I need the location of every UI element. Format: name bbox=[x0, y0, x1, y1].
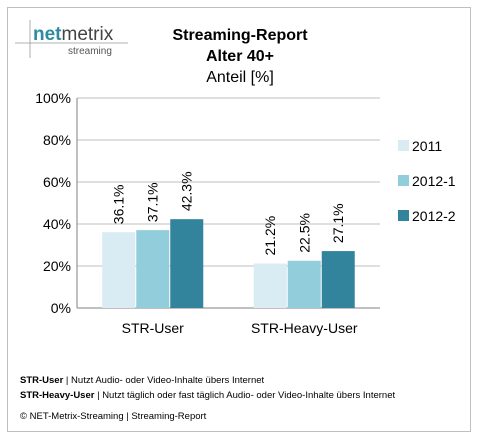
data-label: 36.1% bbox=[111, 184, 127, 224]
footnote-1: STR-User | Nutzt Audio- oder Video-Inhal… bbox=[20, 375, 264, 386]
data-labels: 36.1% 37.1% 42.3% 21.2% 22.5% 27.1% bbox=[111, 171, 347, 255]
legend-swatch bbox=[398, 140, 409, 151]
data-label: 42.3% bbox=[179, 171, 195, 211]
logo-metrix: metrix bbox=[62, 24, 114, 45]
legend-label: 2012-2 bbox=[412, 208, 456, 224]
data-label: 37.1% bbox=[145, 182, 161, 222]
chart-frame bbox=[7, 7, 471, 432]
y-tick-label: 0% bbox=[51, 300, 71, 316]
bars bbox=[102, 219, 355, 308]
footnote-2: STR-Heavy-User | Nutzt täglich oder fast… bbox=[20, 390, 395, 401]
netmetrix-logo: netmetrix streaming bbox=[15, 20, 128, 58]
bar-2012-2-STR-Heavy-User bbox=[321, 251, 355, 308]
legend-swatch bbox=[398, 210, 409, 221]
data-label: 27.1% bbox=[330, 203, 346, 243]
data-label: 21.2% bbox=[262, 216, 278, 256]
logo-net: net bbox=[33, 24, 62, 45]
bar-2011-STR-User bbox=[102, 232, 136, 308]
y-tick-labels: 0% 20% 40% 60% 80% 100% bbox=[35, 90, 71, 316]
legend-swatch bbox=[398, 175, 409, 186]
category-label: STR-Heavy-User bbox=[251, 320, 358, 336]
footnote-2-text: | Nutzt täglich oder fast täglich Audio-… bbox=[94, 390, 396, 401]
chart-title: Streaming-Report bbox=[172, 27, 308, 44]
bar-2012-1-STR-User bbox=[136, 230, 170, 308]
footnote-2-term: STR-Heavy-User bbox=[20, 390, 95, 401]
data-label: 22.5% bbox=[296, 213, 312, 253]
svg-text:netmetrix: netmetrix bbox=[33, 24, 114, 45]
category-labels: STR-User STR-Heavy-User bbox=[122, 320, 358, 336]
copyright: © NET-Metrix-Streaming | Streaming-Repor… bbox=[20, 411, 207, 422]
legend: 2011 2012-1 2012-2 bbox=[398, 138, 456, 224]
y-tick-label: 80% bbox=[43, 132, 71, 148]
chart-title-line2: Alter 40+ bbox=[206, 48, 274, 65]
bar-2012-2-STR-User bbox=[170, 219, 204, 308]
y-tick-label: 20% bbox=[43, 258, 71, 274]
footnote-1-text: | Nutzt Audio- oder Video-Inhalte übers … bbox=[63, 375, 265, 386]
category-label: STR-User bbox=[122, 320, 185, 336]
footnote-1-term: STR-User bbox=[20, 375, 64, 386]
y-tick-label: 100% bbox=[35, 90, 71, 106]
y-tick-label: 60% bbox=[43, 174, 71, 190]
chart-subtitle: Anteil [%] bbox=[206, 69, 274, 86]
logo-streaming: streaming bbox=[68, 46, 112, 57]
legend-label: 2012-1 bbox=[412, 173, 456, 189]
bar-2012-1-STR-Heavy-User bbox=[287, 260, 321, 308]
y-tick-label: 40% bbox=[43, 216, 71, 232]
bar-2011-STR-Heavy-User bbox=[253, 263, 287, 308]
legend-label: 2011 bbox=[412, 138, 442, 154]
